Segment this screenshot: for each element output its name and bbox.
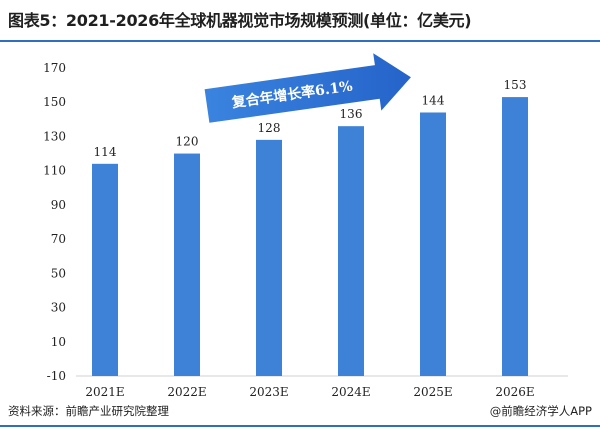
x-tick-label-2022E: 2022E: [167, 385, 206, 398]
data-label-2023E: 128: [258, 121, 281, 135]
bars: [92, 97, 528, 376]
source-note: 资料来源：前瞻产业研究院整理: [8, 404, 169, 418]
title-divider: [0, 40, 600, 42]
x-tick-label-2025E: 2025E: [413, 385, 452, 398]
y-tick-label: 110: [43, 164, 66, 178]
y-tick-label: 130: [43, 129, 66, 143]
bar-2021E: [92, 163, 118, 376]
y-axis: -10 10 30 50 70 90 110 130 150 170: [43, 61, 568, 383]
x-tick-label-2023E: 2023E: [249, 385, 288, 398]
data-label-2026E: 153: [504, 78, 527, 92]
growth-arrow-shape: [204, 53, 411, 123]
y-tick-label: 70: [51, 232, 66, 246]
bar-chart: -10 10 30 50 70 90 110 130 150 170 114 120 128 136 14…: [43, 53, 568, 398]
y-tick-label: -10: [47, 369, 66, 383]
y-tick-label: 170: [43, 61, 66, 75]
x-tick-label-2026E: 2026E: [495, 385, 534, 398]
data-labels: 114 120 128 136 144 153: [94, 78, 527, 159]
bar-2023E: [256, 139, 282, 376]
y-tick-label: 10: [51, 335, 66, 349]
bar-2026E: [502, 97, 528, 376]
brand-credit: @前瞻经济学人APP: [489, 404, 592, 418]
bar-2022E: [174, 153, 200, 376]
x-tick-label-2024E: 2024E: [331, 385, 370, 398]
growth-arrow: 复合年增长率6.1%: [204, 53, 411, 123]
data-label-2021E: 114: [94, 145, 117, 159]
bar-2024E: [338, 126, 364, 376]
y-tick-label: 150: [43, 95, 66, 109]
y-tick-label: 50: [51, 266, 66, 280]
y-tick-label: 30: [51, 301, 66, 315]
x-tick-label-2021E: 2021E: [85, 385, 124, 398]
x-axis: 2021E 2022E 2023E 2024E 2025E 2026E: [85, 385, 534, 398]
bar-2025E: [420, 112, 446, 376]
data-label-2025E: 144: [422, 93, 445, 107]
footer-divider: [0, 425, 600, 427]
data-label-2024E: 136: [340, 107, 363, 121]
y-tick-label: 90: [51, 198, 66, 212]
data-label-2022E: 120: [176, 135, 199, 149]
chart-title: 图表5：2021-2026年全球机器视觉市场规模预测(单位：亿美元): [8, 11, 472, 30]
